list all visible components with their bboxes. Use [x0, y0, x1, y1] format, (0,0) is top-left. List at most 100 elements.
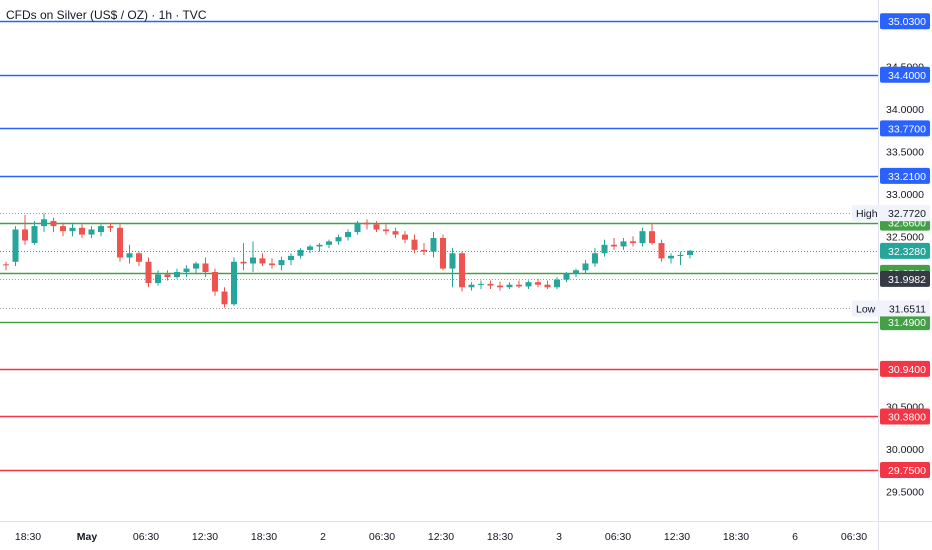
candle-body [60, 226, 66, 232]
candle-body [155, 274, 161, 284]
last-price-badge [880, 242, 930, 259]
candle-body [259, 258, 266, 264]
low-value: 31.6511 [889, 303, 926, 315]
candle-body [611, 244, 617, 247]
candle-body [402, 234, 408, 240]
candle-body [212, 271, 218, 292]
candle-body [468, 284, 475, 288]
time-axis: 18:30 May 06:30 12:30 18:30 2 06:30 12:30 18:30 3… [15, 531, 867, 543]
candle-body [69, 227, 76, 232]
level-label: 33.7700 [888, 123, 926, 135]
candle-body [345, 232, 351, 238]
candle-body [449, 253, 456, 269]
candle-body [193, 263, 199, 269]
candle-body [677, 254, 684, 256]
level-badge [880, 66, 930, 83]
level-label: 29.7500 [888, 465, 926, 477]
candle-body [639, 231, 646, 244]
level-label: 33.2100 [888, 171, 926, 183]
candle-body [307, 246, 313, 250]
level-label: 30.3800 [888, 411, 926, 423]
candle-body [288, 255, 294, 261]
time-tick-label: 18:30 [487, 531, 513, 543]
time-tick-label: 18:30 [723, 531, 749, 543]
candle-body [335, 237, 342, 242]
candle-body [145, 261, 152, 284]
candle-body [250, 257, 256, 264]
time-tick-label: 06:30 [133, 531, 159, 543]
candle-body [278, 260, 285, 266]
high-box [852, 205, 930, 222]
level-label: 30.9400 [888, 364, 926, 376]
candle-body [164, 274, 171, 278]
candle-body [12, 229, 19, 262]
candle-body [364, 222, 370, 225]
price-tick-label: 33.5000 [886, 146, 924, 158]
candle-body [421, 249, 427, 252]
candle-body [430, 237, 437, 252]
candle-body [231, 261, 237, 305]
candle-body [563, 273, 570, 280]
candle-body [136, 253, 142, 262]
candle-body [297, 249, 304, 256]
candle-body [668, 255, 674, 259]
candle-body [174, 271, 180, 278]
price-tick-label: 30.0000 [886, 444, 924, 456]
level-badge [880, 408, 930, 425]
candle-body [525, 282, 532, 287]
candle-body [582, 263, 589, 271]
price-tick-label: 33.0000 [886, 189, 924, 201]
time-tick-label: 06:30 [369, 531, 395, 543]
candle-body [506, 284, 513, 288]
level-lines [0, 20, 878, 472]
candle-body [79, 227, 85, 235]
high-value: 32.7720 [888, 208, 926, 220]
chart-title: CFDs on Silver (US$ / OZ) · 1h · TVC [6, 8, 207, 22]
level-badge [880, 120, 930, 137]
time-tick-label: 6 [792, 531, 798, 543]
candle-body [316, 244, 323, 247]
candles [3, 213, 693, 308]
candle-body [22, 229, 28, 241]
candle-body [107, 226, 114, 228]
level-labels: 35.030034.400033.770033.210032.660032.07… [852, 13, 930, 479]
candle-body [269, 263, 275, 266]
time-tick-label: 12:30 [664, 531, 690, 543]
level-badge [880, 314, 930, 331]
time-tick-label: 12:30 [428, 531, 454, 543]
level-badge [880, 360, 930, 377]
level-badge [880, 13, 930, 30]
level-badge [880, 462, 930, 479]
candle-body [487, 283, 494, 286]
time-tick-label: 06:30 [841, 531, 867, 543]
candle-body [373, 224, 380, 230]
candle-body [658, 243, 665, 259]
current-price-badge [880, 270, 930, 287]
candle-body [535, 282, 541, 285]
candle-body [50, 220, 57, 227]
time-tick-label: 2 [320, 531, 326, 543]
candle-body [117, 227, 123, 258]
price-tick-label: 29.5000 [886, 486, 924, 498]
time-tick-label: 06:30 [605, 531, 631, 543]
candle-body [592, 253, 598, 264]
candle-body [221, 291, 228, 305]
candle-body [3, 264, 9, 266]
candle-body [240, 261, 247, 264]
reference-lines [0, 213, 878, 309]
low-box [852, 300, 930, 317]
candle-body [383, 229, 389, 232]
candle-body [478, 283, 484, 285]
price-tick-label: 34.0000 [886, 104, 924, 116]
time-tick-label: 12:30 [192, 531, 218, 543]
candle-body [440, 237, 446, 269]
candle-body [98, 226, 104, 233]
time-tick-label: 18:30 [251, 531, 277, 543]
low-caption: Low [856, 303, 876, 315]
time-tick-label: May [77, 531, 98, 543]
candle-body [88, 229, 95, 235]
candle-body [516, 284, 522, 287]
level-label: 35.0300 [888, 16, 926, 28]
candle-body [183, 268, 190, 272]
